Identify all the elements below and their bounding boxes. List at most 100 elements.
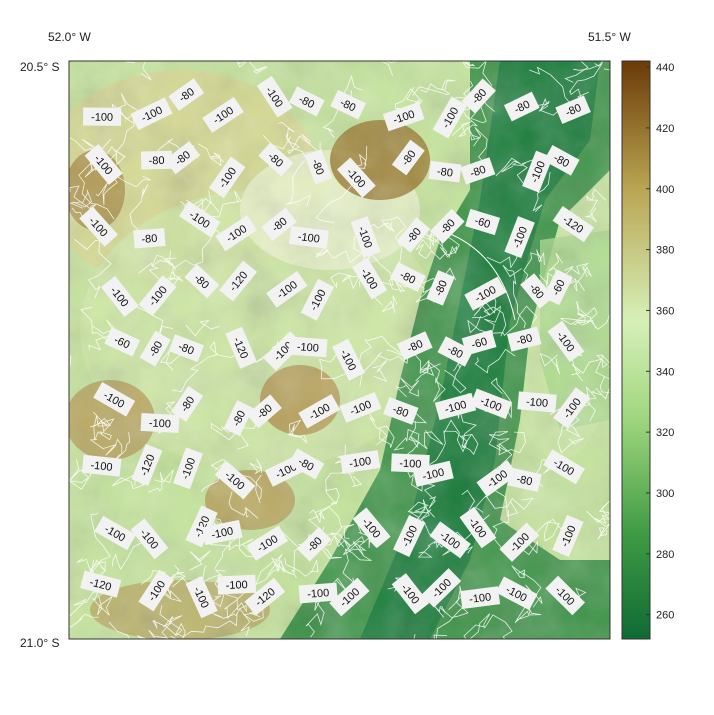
contour-line	[255, 560, 281, 586]
contour-label-text: -80	[436, 166, 453, 180]
contour-line	[368, 412, 395, 448]
contour-line	[443, 419, 479, 455]
contour-label-text: -100	[421, 466, 445, 483]
contour-label: -100	[543, 449, 585, 485]
contour-label-box	[168, 334, 205, 363]
contour-label: -80	[543, 144, 580, 176]
contour-line	[472, 292, 497, 319]
colorbar-tick-label: 280	[656, 549, 674, 561]
contour-label-box	[460, 586, 501, 609]
colorbar-ticks: 440 420 400 380 360 340 320 300 280 260	[646, 62, 674, 622]
contour-label-box	[288, 225, 329, 249]
contour-line	[249, 458, 263, 475]
contour-label-box	[164, 141, 201, 175]
contour-label-text: -80	[515, 473, 533, 488]
contour-line	[121, 61, 152, 81]
colorbar-tick-label: 300	[656, 488, 674, 500]
contour-label-text: -100	[444, 399, 468, 416]
contour-label: -100	[173, 447, 203, 490]
contour-label: -80	[288, 86, 325, 117]
contour-label-box	[506, 326, 542, 352]
contour-line	[379, 61, 401, 77]
contour-line	[359, 349, 409, 387]
contour-line	[433, 585, 469, 618]
contour-line	[284, 557, 319, 577]
contour-label: -80	[460, 157, 496, 185]
contour-label-box	[412, 460, 454, 487]
contour-line	[164, 229, 231, 300]
contour-line	[538, 263, 589, 289]
lon-label-right: 51.5° W	[588, 30, 631, 44]
lat-label-bottom: 21.0° S	[20, 636, 60, 650]
contour-line	[486, 243, 518, 269]
contour-label: -80	[390, 261, 426, 293]
contour-label-text: -100	[296, 341, 319, 355]
map-frame	[68, 60, 611, 640]
contour-label: -80	[520, 273, 554, 309]
contour-label-box	[465, 208, 501, 236]
contour-label: -100	[288, 225, 329, 249]
contour-label-box	[461, 78, 496, 114]
contour-label-box	[171, 385, 204, 422]
contour-label-box	[298, 582, 338, 604]
contour-label-box	[460, 157, 496, 185]
contour-line	[138, 254, 177, 274]
colorbar-tick-label: 420	[656, 123, 674, 135]
contour-label-box	[350, 216, 381, 258]
contour-label-box	[223, 400, 254, 436]
contour-label: -100	[130, 97, 173, 131]
contour-line	[171, 341, 241, 393]
contour-label-box	[246, 394, 282, 429]
contour-line	[576, 300, 610, 330]
contour-label-box	[81, 454, 122, 477]
contour-label-box	[352, 507, 391, 549]
contour-label-text: -80	[564, 102, 583, 119]
contour-line	[69, 201, 96, 225]
contour-label-box	[555, 95, 591, 125]
contour-label-text: -100	[348, 455, 372, 470]
contour-label-box	[185, 505, 218, 548]
contour-label-box	[552, 514, 584, 557]
contour-line	[318, 335, 408, 380]
contour-line	[161, 615, 183, 639]
contour-label-text: -100	[91, 112, 113, 124]
contour-line	[213, 536, 256, 570]
contour-label-box	[82, 107, 122, 126]
contour-line	[285, 160, 311, 207]
contour-label-box	[396, 217, 431, 253]
contour-label-box	[208, 156, 246, 199]
contour-label: -100	[434, 392, 477, 421]
contour-line	[92, 588, 113, 616]
contour-label-box	[543, 144, 580, 176]
contour-line	[228, 491, 259, 519]
contour-label: -100	[412, 460, 454, 487]
contour-label: -100	[352, 257, 388, 300]
contour-label-box	[329, 577, 370, 617]
contour-label-box	[139, 330, 171, 367]
contour-label-box	[507, 467, 542, 492]
contour-label: -80	[391, 139, 425, 176]
contour-label-box	[244, 577, 286, 616]
contour-label: -100	[350, 216, 381, 258]
contour-line	[546, 252, 563, 285]
contour-label: -100	[201, 519, 243, 546]
contour-line	[242, 603, 265, 622]
contour-line	[417, 527, 478, 558]
contour-line	[381, 295, 398, 313]
contour-label-text: -100	[225, 579, 248, 592]
contour-label-box	[288, 86, 325, 117]
contour-label: -100	[392, 514, 426, 558]
contour-line	[108, 621, 146, 639]
contour-line	[151, 605, 183, 636]
contour-label-box	[330, 89, 366, 120]
contour-label-text: -80	[176, 341, 195, 358]
contour-label-box	[79, 206, 118, 247]
contour-label-box	[396, 331, 433, 361]
contour-label-box	[130, 518, 169, 560]
contour-label-box	[138, 275, 177, 317]
contour-line	[463, 613, 513, 639]
contour-label-text: -80	[309, 158, 326, 177]
contour-line	[539, 353, 560, 375]
lat-label-top: 20.5° S	[20, 60, 60, 74]
